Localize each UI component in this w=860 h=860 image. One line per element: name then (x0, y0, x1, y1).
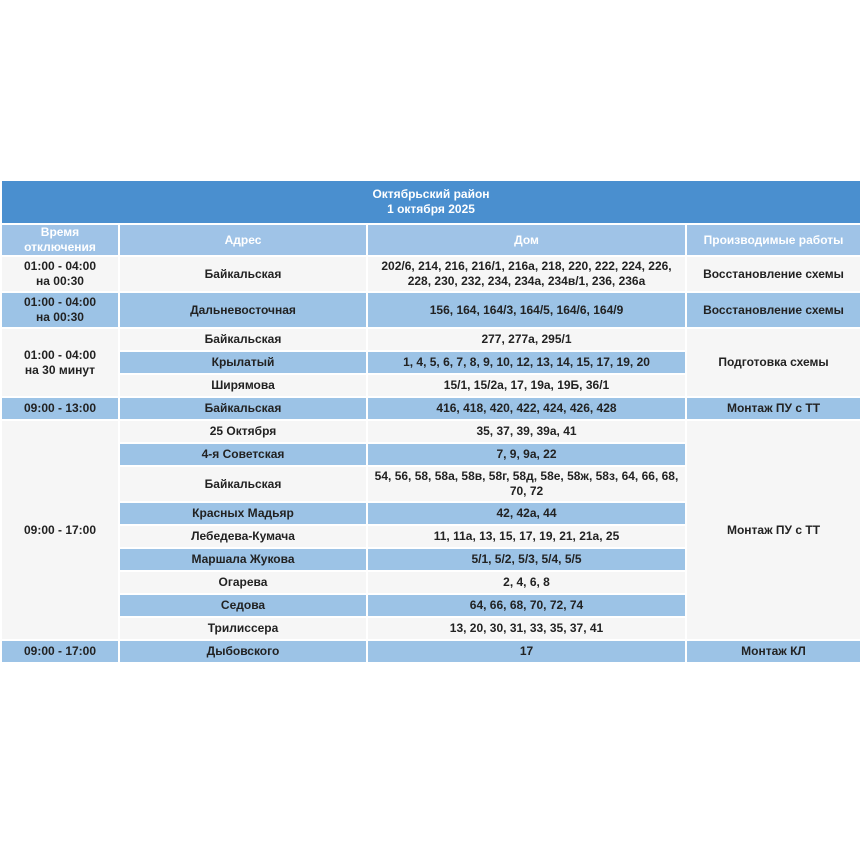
table-row: 01:00 - 04:00 на 00:30 Байкальская 202/6, … (0, 255, 860, 293)
street: Красных Мадьяр (118, 501, 368, 526)
street: 4-я Советская (118, 442, 368, 467)
street: Байкальская (118, 327, 368, 352)
table-row: Крылатый 1, 4, 5, 6, 7, 8, 9, 10, 12, 13,… (1, 350, 860, 375)
table-row: Лебедева-Кумача 11, 11а, 13, 15, 17, 19, … (1, 524, 860, 549)
street: Трилиссера (118, 616, 368, 641)
works: Подготовка схемы (684, 327, 860, 398)
table-row: 09:00 - 13:00 Байкальская 416, 418, 420, 4… (0, 396, 860, 421)
works: Монтаж КЛ (684, 639, 860, 664)
table-row: Красных Мадьяр 42, 42а, 44 (1, 501, 860, 526)
houses: 15/1, 15/2а, 17, 19а, 19Б, 36/1 (366, 373, 687, 398)
houses: 416, 418, 420, 422, 424, 426, 428 (366, 396, 687, 421)
houses: 35, 37, 39, 39а, 41 (366, 419, 687, 444)
street: 25 Октября (118, 419, 368, 444)
header-house: Дом (366, 223, 687, 257)
houses: 7, 9, 9а, 22 (366, 442, 687, 467)
outage-time: 09:00 - 17:00 (0, 639, 120, 664)
street: Байкальская (118, 255, 368, 293)
street: Седова (118, 593, 368, 618)
table-row: 01:00 - 04:00 на 30 минут Байкальская 277,… (0, 327, 860, 398)
houses: 42, 42а, 44 (366, 501, 687, 526)
table-row: Маршала Жукова 5/1, 5/2, 5/3, 5/4, 5/5 (1, 547, 860, 572)
houses: 13, 20, 30, 31, 33, 35, 37, 41 (366, 616, 687, 641)
district-name: Октябрьский район (372, 187, 490, 201)
header-time: Время отключения (0, 223, 120, 257)
outage-table: Октябрьский район 1 октября 2025 Время о… (0, 179, 860, 664)
street: Огарева (118, 570, 368, 595)
table-row: Трилиссера 13, 20, 30, 31, 33, 35, 37, 41 (1, 616, 860, 641)
date: 1 октября 2025 (387, 202, 475, 216)
table-row: Седова 64, 66, 68, 70, 72, 74 (1, 593, 860, 618)
outage-time: 01:00 - 04:00 на 00:30 (0, 291, 120, 329)
works: Восстановление схемы (684, 255, 860, 293)
street: Дальневосточная (118, 291, 368, 329)
table-row: Байкальская 54, 56, 58, 58а, 58в, 58г, 58… (1, 465, 860, 503)
street: Дыбовского (118, 639, 368, 664)
table-row: Огарева 2, 4, 6, 8 (1, 570, 860, 595)
table-title: Октябрьский район 1 октября 2025 (0, 179, 860, 225)
outage-time: 01:00 - 04:00 на 00:30 (0, 255, 120, 293)
street: Байкальская (118, 465, 368, 503)
header-works: Производимые работы (684, 223, 860, 257)
header-address: Адрес (118, 223, 368, 257)
table-row: Ширямова 15/1, 15/2а, 17, 19а, 19Б, 36/1 (1, 373, 860, 398)
houses: 11, 11а, 13, 15, 17, 19, 21, 21а, 25 (366, 524, 687, 549)
street: Крылатый (118, 350, 368, 375)
houses: 277, 277а, 295/1 (366, 327, 687, 352)
street: Ширямова (118, 373, 368, 398)
houses: 5/1, 5/2, 5/3, 5/4, 5/5 (366, 547, 687, 572)
works: Монтаж ПУ с ТТ (684, 396, 860, 421)
works: Монтаж ПУ с ТТ (684, 419, 860, 641)
houses: 2, 4, 6, 8 (366, 570, 687, 595)
houses: 64, 66, 68, 70, 72, 74 (366, 593, 687, 618)
street: Маршала Жукова (118, 547, 368, 572)
outage-time: 01:00 - 04:00 на 30 минут (0, 327, 120, 398)
street: Байкальская (118, 396, 368, 421)
outage-time: 09:00 - 13:00 (0, 396, 120, 421)
houses: 17 (366, 639, 687, 664)
table-row: 09:00 - 17:00 25 Октября 35, 37, 39, 39а, … (0, 419, 860, 641)
table-row: 4-я Советская 7, 9, 9а, 22 (1, 442, 860, 467)
table-row: 09:00 - 17:00 Дыбовского 17 Монтаж КЛ (0, 639, 860, 664)
table-row: 01:00 - 04:00 на 00:30 Дальневосточная 156… (0, 291, 860, 329)
houses: 156, 164, 164/3, 164/5, 164/6, 164/9 (366, 291, 687, 329)
street: Лебедева-Кумача (118, 524, 368, 549)
houses: 202/6, 214, 216, 216/1, 216а, 218, 220, … (366, 255, 687, 293)
houses: 54, 56, 58, 58а, 58в, 58г, 58д, 58е, 58ж… (366, 465, 687, 503)
houses: 1, 4, 5, 6, 7, 8, 9, 10, 12, 13, 14, 15,… (366, 350, 687, 375)
works: Восстановление схемы (684, 291, 860, 329)
outage-time: 09:00 - 17:00 (0, 419, 120, 641)
